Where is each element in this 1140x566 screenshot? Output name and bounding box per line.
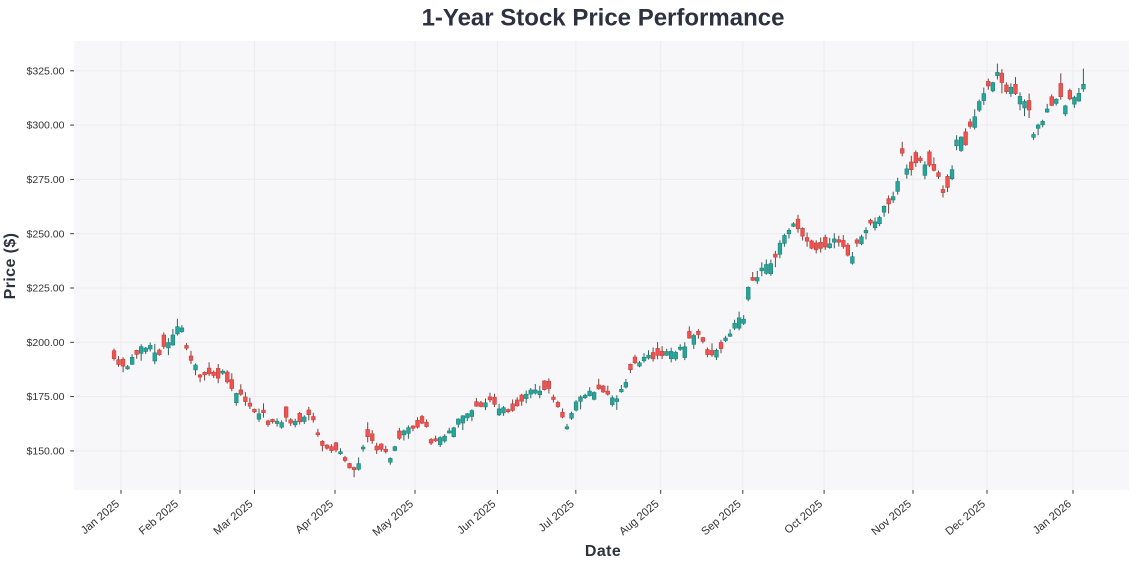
svg-text:$250.00: $250.00 (27, 228, 65, 240)
svg-text:Price ($): Price ($) (2, 233, 19, 300)
svg-text:$150.00: $150.00 (27, 446, 65, 458)
svg-text:$300.00: $300.00 (27, 120, 65, 132)
svg-text:$325.00: $325.00 (27, 65, 65, 77)
svg-text:$275.00: $275.00 (27, 174, 65, 186)
svg-text:1-Year Stock Price Performance: 1-Year Stock Price Performance (422, 5, 785, 32)
svg-text:$225.00: $225.00 (27, 283, 65, 295)
svg-text:$200.00: $200.00 (27, 337, 65, 349)
svg-text:$175.00: $175.00 (27, 391, 65, 403)
svg-text:Date: Date (585, 543, 621, 560)
